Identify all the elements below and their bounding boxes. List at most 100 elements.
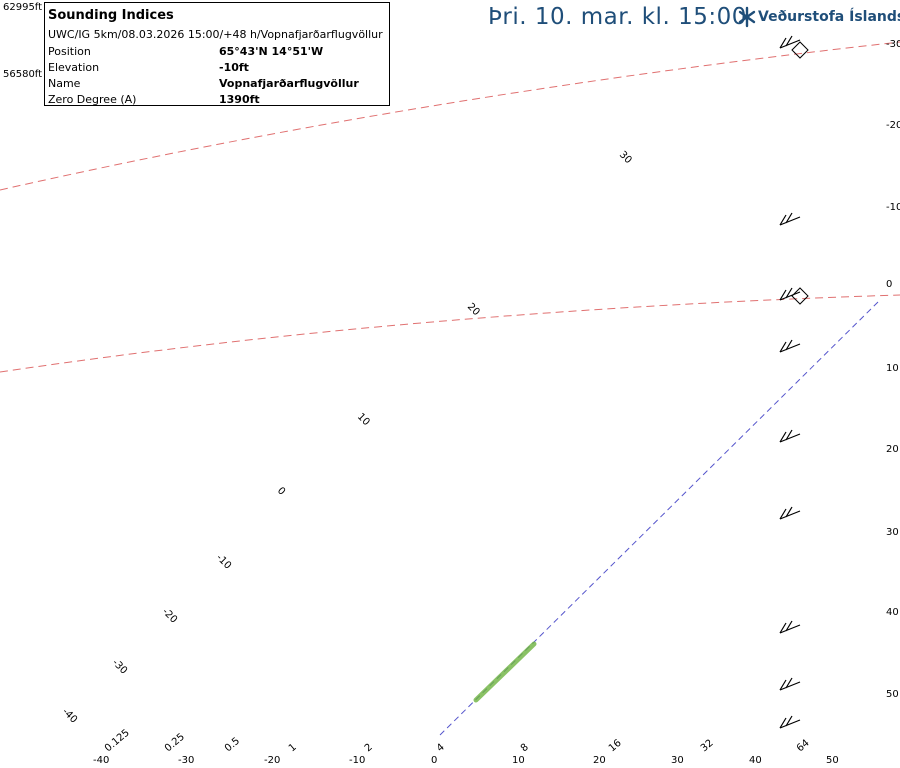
barb-feather [779,341,787,353]
isotherm-label: -10 [214,552,233,571]
barb-staff [779,343,801,353]
info-label: Elevation [48,61,100,74]
info-value: 65°43'N 14°51'W [219,45,324,58]
tropopause-lines [0,41,900,736]
info-label: Position [48,45,91,58]
right-temperature-label: 10 [886,363,899,374]
barb-feather [785,429,793,441]
isotherm-label: -20 [160,606,179,625]
barb-feather [779,431,787,443]
temperature-tick-label: -10 [349,755,365,766]
barb-feather [785,287,793,299]
temperature-tick-label: -20 [264,755,280,766]
temperature-tick-label: 20 [593,755,606,766]
wind-barb [779,35,801,49]
mixing-ratio-label: 4 [435,742,447,755]
right-temperature-label: 30 [886,527,899,538]
lcl-segment [473,641,537,703]
isotherm-label: 10 [355,411,372,428]
wind-barb [779,506,801,520]
barb-feather [785,677,793,689]
barb-staff [779,681,801,691]
temperature-tick-label: 50 [826,755,839,766]
info-value: -10ft [219,61,249,74]
right-temperature-label: 40 [886,607,899,618]
tropopause-line [0,41,900,191]
mixing-ratio-label: 0.125 [103,727,132,754]
sounding-indices-box: Sounding Indices UWC/IG 5km/08.03.2026 1… [44,2,390,106]
mixing-ratio-label: 1 [287,742,299,755]
mixing-ratio-label: 8 [519,742,531,755]
mixing-ratio-label: 32 [699,738,716,755]
snowflake-logo-icon [738,6,756,28]
barb-feather [779,508,787,520]
info-row-elevation: Elevation -10ft [48,61,249,74]
barb-feather [779,214,787,226]
wind-barb [779,287,801,301]
barb-staff [779,291,801,301]
info-row-name: Name Vopnafjarðarflugvöllur [48,77,359,90]
temperature-tick-label: 40 [749,755,762,766]
calm-marker-icon [791,287,809,305]
tropopause-line [0,294,900,373]
wind-barb [779,429,801,443]
right-temperature-label: -30 [886,39,900,50]
info-value: 1390ft [219,93,260,106]
right-temperature-label: -20 [886,120,900,131]
info-label: Zero Degree (A) [48,93,137,106]
barb-feather [785,35,793,47]
altitude-label: 56580ft [3,69,42,80]
barb-staff [779,624,801,634]
info-row-position: Position 65°43'N 14°51'W [48,45,323,58]
barb-feather [779,679,787,691]
info-value: Vopnafjarðarflugvöllur [219,77,359,90]
temperature-tick-label: -30 [178,755,194,766]
wind-barbs [779,35,809,729]
brand-name: Veðurstofa Íslands [758,9,900,25]
isotherm-label: -30 [110,657,129,676]
axis-labels: 62995ft56580ft1000[hPa]3535ft850[hPa]836… [3,2,900,766]
mixing-ratio-label: 0.5 [223,736,242,755]
wind-barb [779,620,801,634]
barb-feather [779,289,787,301]
temperature-tick-label: -40 [93,755,109,766]
barb-feather [785,339,793,351]
mixing-ratio-label: 2 [363,742,375,755]
calm-marker-icon [791,41,809,59]
info-subtitle: UWC/IG 5km/08.03.2026 15:00/+48 h/Vopnaf… [48,28,383,41]
info-row-zero-degree: Zero Degree (A) 1390ft [48,93,260,106]
isotherm-label: 20 [465,301,482,318]
wind-barb [779,212,801,226]
right-temperature-label: 20 [886,444,899,455]
wind-barb [779,715,801,729]
barb-staff [779,216,801,226]
barb-feather [785,506,793,518]
isotherm-label: 0 [275,485,287,497]
wind-barb [779,339,801,353]
mixing-ratio-label: 0.25 [163,732,187,755]
barb-feather [785,620,793,632]
barb-feather [779,37,787,49]
temperature-tick-label: 0 [431,755,437,766]
right-temperature-label: 0 [886,279,892,290]
wind-barb [779,677,801,691]
barb-feather [785,212,793,224]
temperature-tick-label: 30 [671,755,684,766]
right-temperature-label: -10 [886,202,900,213]
mixing-ratio-label: 16 [607,738,624,755]
temperature-tick-label: 10 [512,755,525,766]
barb-feather [779,622,787,634]
barb-staff [779,39,801,49]
barb-staff [779,510,801,520]
barb-feather [785,715,793,727]
barb-feather [779,717,787,729]
info-label: Name [48,77,81,90]
lcl-marker [473,641,537,703]
barb-staff [779,719,801,729]
forecast-time-title: Þri. 10. mar. kl. 15:00 [488,4,747,30]
right-temperature-label: 50 [886,689,899,700]
info-title: Sounding Indices [48,8,174,23]
isotherm-label: -40 [60,706,79,725]
mixing-ratio-label: 64 [795,738,812,755]
